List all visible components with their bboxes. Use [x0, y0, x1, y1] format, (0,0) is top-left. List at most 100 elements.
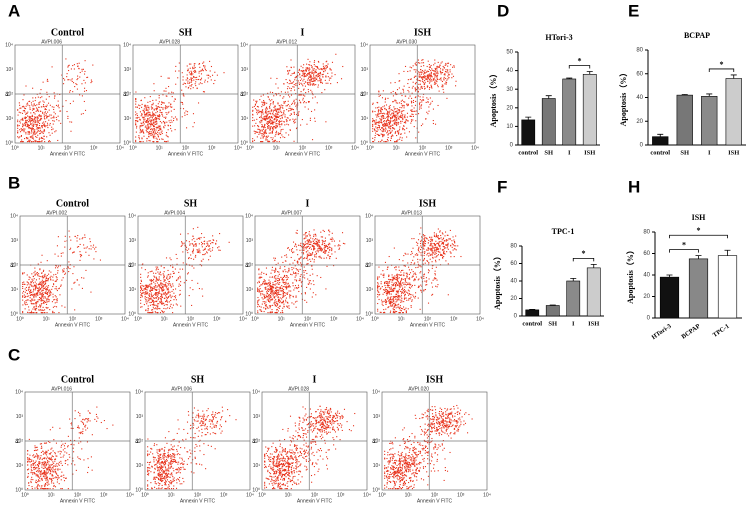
dot [29, 291, 30, 292]
dot [389, 302, 390, 303]
dot [157, 111, 158, 112]
dot [30, 123, 31, 124]
dot [31, 129, 32, 130]
dot [428, 102, 429, 103]
dot [37, 295, 38, 296]
dot [395, 116, 396, 117]
dot [52, 286, 53, 287]
dot [166, 286, 167, 287]
dot [36, 107, 37, 108]
dot [140, 300, 141, 301]
file-label: AVPI.028 [159, 39, 180, 45]
dot [307, 279, 308, 280]
dot [50, 291, 51, 292]
dot [379, 294, 380, 295]
dot [271, 289, 272, 290]
dot [403, 71, 404, 72]
dot [290, 291, 291, 292]
dot [168, 136, 169, 137]
dot [52, 120, 53, 121]
dot [415, 105, 416, 106]
dot [144, 123, 145, 124]
dot [265, 112, 266, 113]
dot [268, 299, 269, 300]
dot [256, 101, 257, 102]
dot [314, 71, 315, 72]
dot [209, 245, 210, 246]
dot [424, 73, 425, 74]
dot [68, 261, 69, 262]
dot [204, 254, 205, 255]
y-tick-label: 10³ [11, 238, 19, 244]
dot [159, 97, 160, 98]
dot [48, 296, 49, 297]
dot [383, 309, 384, 310]
dot [188, 272, 189, 273]
x-tick-label: 10⁴ [351, 145, 359, 151]
dot [44, 116, 45, 117]
dot [148, 122, 149, 123]
dot [192, 239, 193, 240]
dot [27, 274, 28, 275]
dot [290, 110, 291, 111]
dot [158, 135, 159, 136]
dot [280, 287, 281, 288]
dot [279, 268, 280, 269]
dot [263, 100, 264, 101]
dot [282, 129, 283, 130]
dot [296, 273, 297, 274]
dot [191, 258, 192, 259]
dot [308, 101, 309, 102]
dot [278, 263, 279, 264]
dot [40, 276, 41, 277]
dot [408, 120, 409, 121]
dot [77, 89, 78, 90]
dot [201, 233, 202, 234]
dot [169, 281, 170, 282]
x-tick-label: 10¹ [278, 316, 286, 322]
dot [375, 126, 376, 127]
dot [419, 76, 420, 77]
dot [270, 311, 271, 312]
dot [311, 111, 312, 112]
dot [387, 130, 388, 131]
dot [302, 80, 303, 81]
dot [429, 104, 430, 105]
dot [150, 135, 151, 136]
dot [306, 71, 307, 72]
dot [210, 251, 211, 252]
dot [33, 291, 34, 292]
dot [288, 268, 289, 269]
dot [31, 132, 32, 133]
dot [261, 133, 262, 134]
dot [288, 305, 289, 306]
dot [28, 133, 29, 134]
dot [288, 95, 289, 96]
dot [394, 128, 395, 129]
dot [43, 300, 44, 301]
dot [62, 252, 63, 253]
dot [314, 248, 315, 249]
dot [430, 66, 431, 67]
dot [158, 280, 159, 281]
dot [401, 103, 402, 104]
dot [387, 290, 388, 291]
dot [272, 277, 273, 278]
dot [282, 117, 283, 118]
dot [26, 302, 27, 303]
dot [160, 274, 161, 275]
dot [283, 270, 284, 271]
dot [202, 246, 203, 247]
dot [385, 141, 386, 142]
dot [81, 83, 82, 84]
dot [435, 69, 436, 70]
dot [270, 119, 271, 120]
dot [275, 116, 276, 117]
dot [45, 121, 46, 122]
dot [30, 136, 31, 137]
dot [311, 80, 312, 81]
dot [153, 122, 154, 123]
dot [382, 286, 383, 287]
dot [401, 117, 402, 118]
dot [419, 107, 420, 108]
